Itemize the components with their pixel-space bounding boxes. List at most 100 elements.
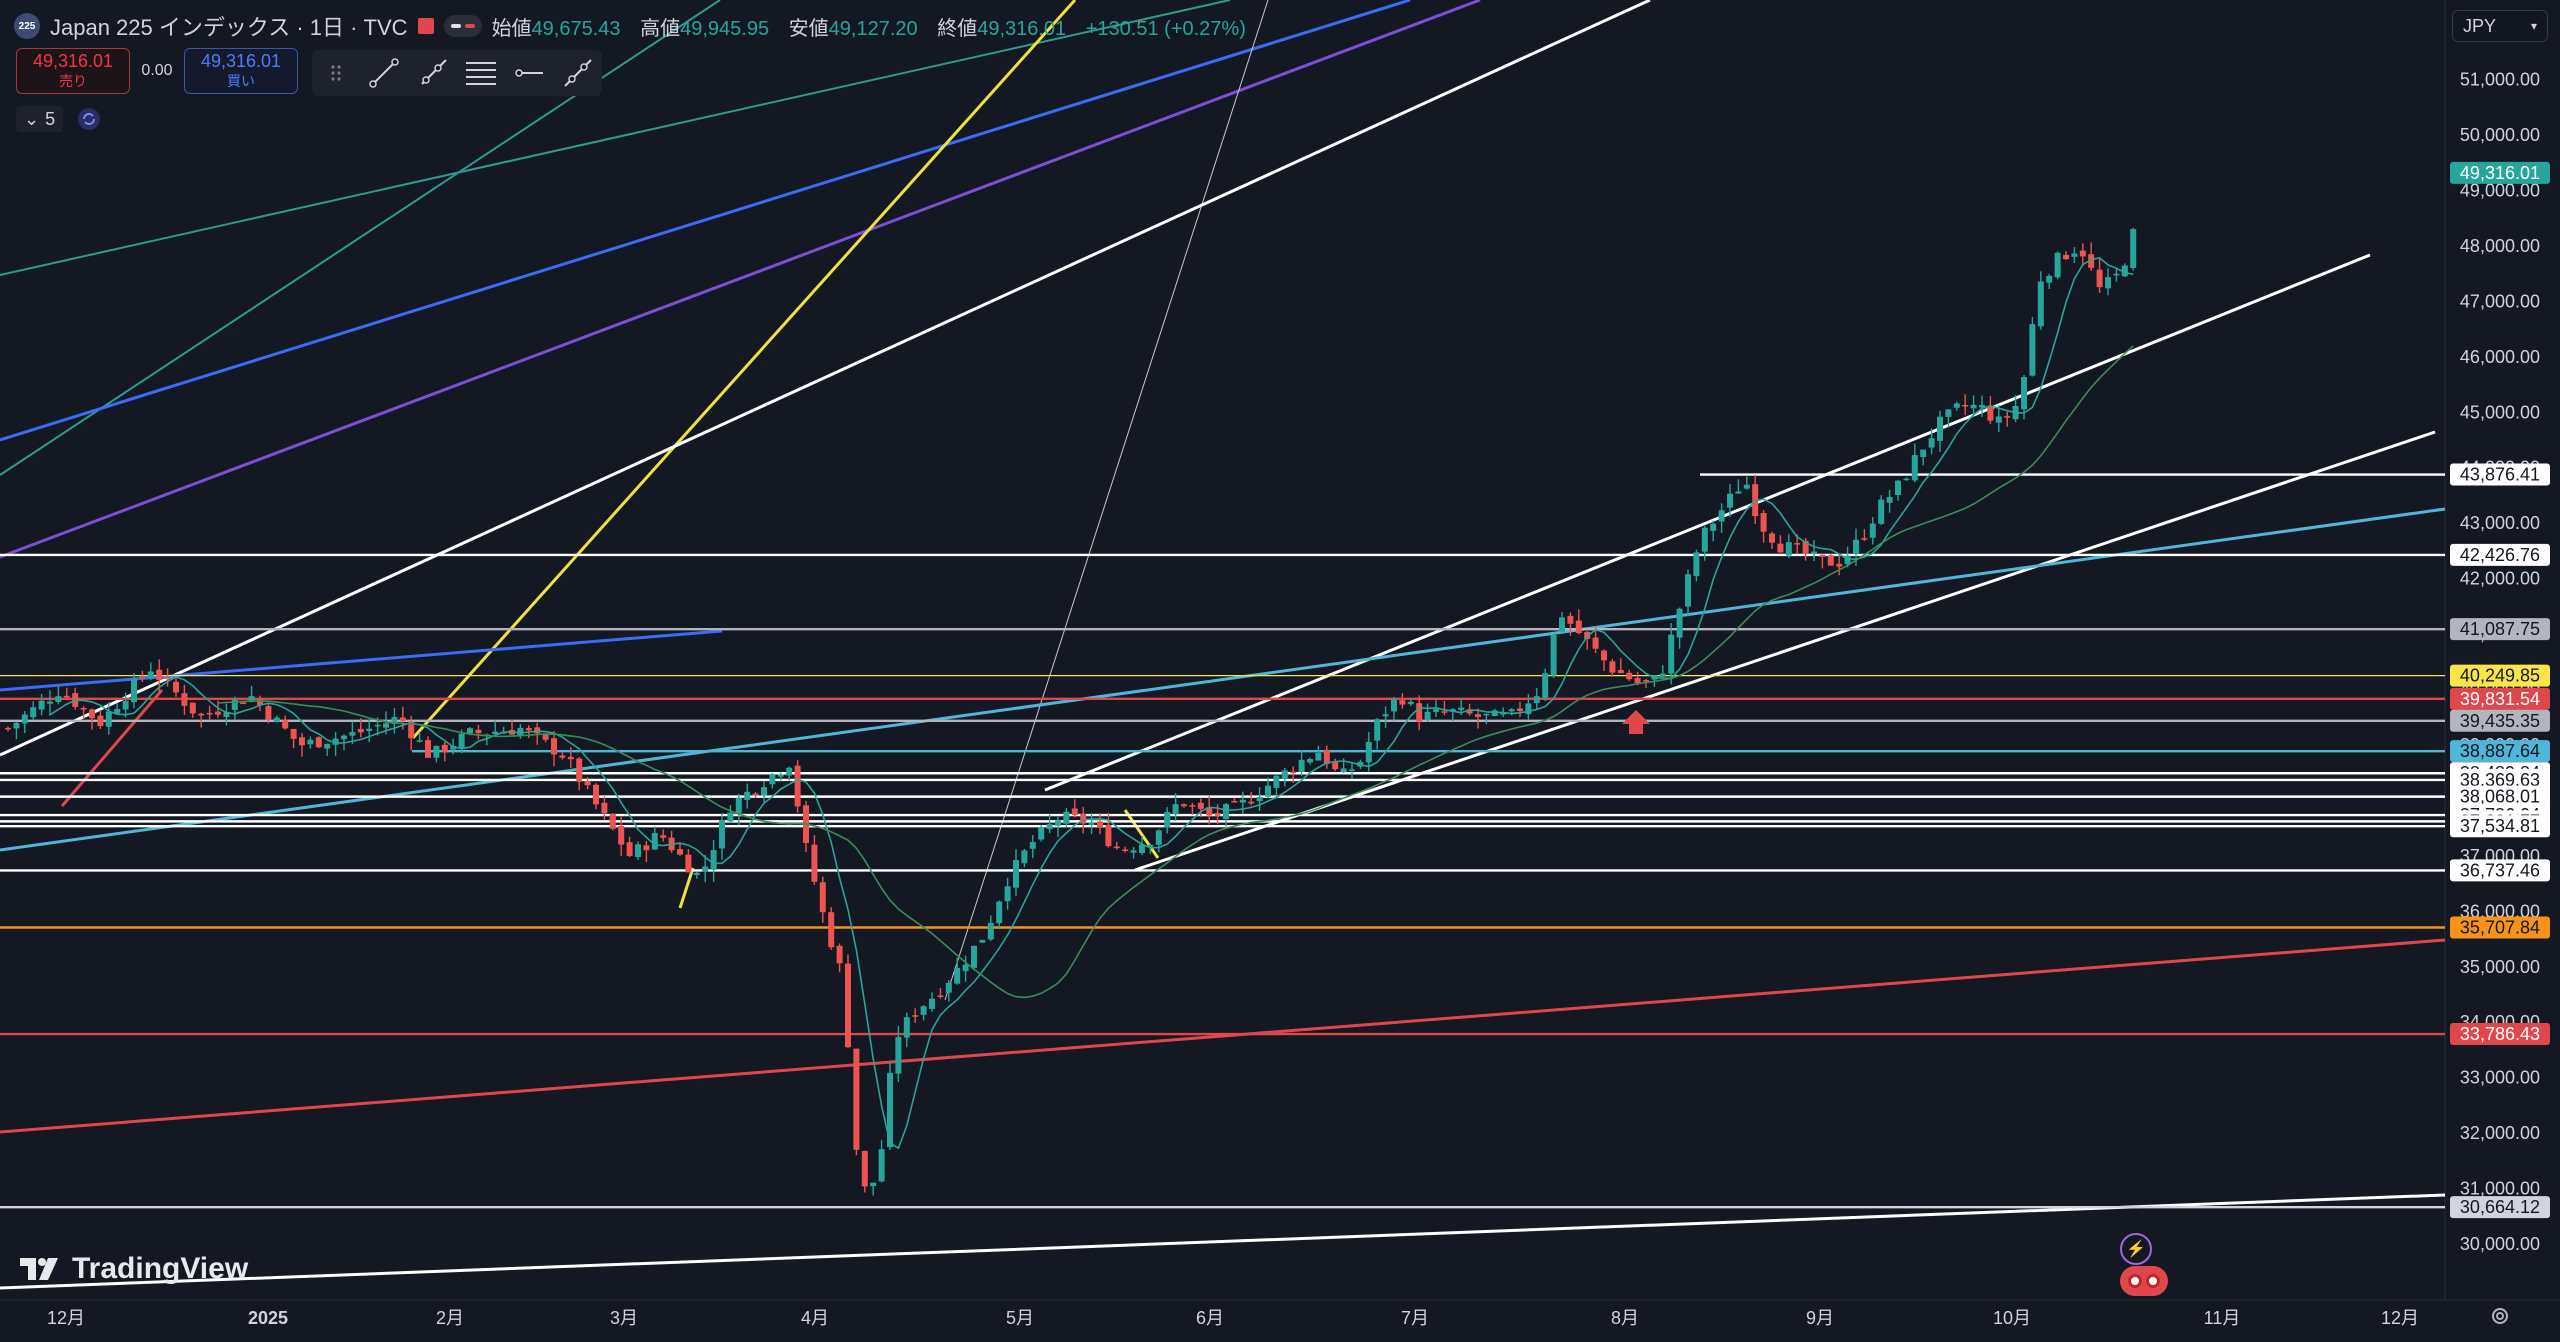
trendline[interactable] xyxy=(0,0,1411,442)
price-label-badge[interactable] xyxy=(2450,785,2550,808)
trendline[interactable] xyxy=(1134,430,2436,872)
candle xyxy=(1021,850,1028,864)
extended-line-icon[interactable] xyxy=(558,53,598,93)
candle xyxy=(425,740,431,758)
trendline[interactable] xyxy=(0,0,1651,757)
price-label-badge[interactable] xyxy=(2450,463,2550,486)
trendline[interactable] xyxy=(1044,253,2371,792)
candle xyxy=(727,812,734,822)
trend-line-icon[interactable] xyxy=(364,53,404,93)
gear-icon[interactable] xyxy=(2488,1304,2512,1328)
price-label-badge[interactable] xyxy=(2450,859,2550,882)
flag-icon[interactable] xyxy=(417,18,434,34)
trendline[interactable] xyxy=(944,0,1269,1001)
ray-icon[interactable] xyxy=(413,53,453,93)
candle xyxy=(231,699,238,710)
sell-button[interactable]: 49,316.01 売り xyxy=(16,48,130,94)
candle xyxy=(1206,807,1213,816)
lightning-icon[interactable]: ⚡ xyxy=(2120,1233,2152,1265)
trendline[interactable] xyxy=(0,507,2446,852)
candle xyxy=(131,678,137,703)
price-label-badge[interactable] xyxy=(2450,161,2550,184)
trendline[interactable] xyxy=(0,0,1231,276)
price-tick-label: 48,000.00 xyxy=(2460,236,2540,256)
trendline[interactable] xyxy=(0,0,1481,559)
candle xyxy=(139,676,146,678)
candle xyxy=(223,712,230,717)
candle xyxy=(1063,811,1070,824)
low-value: 49,127.20 xyxy=(828,17,918,40)
price-label-badge[interactable] xyxy=(2450,768,2550,791)
candle xyxy=(164,677,171,679)
candle xyxy=(1256,796,1263,802)
trendline[interactable] xyxy=(678,867,695,909)
trendline[interactable] xyxy=(60,689,164,807)
candle xyxy=(828,912,835,948)
candle xyxy=(114,708,121,714)
price-label-badge[interactable] xyxy=(2450,543,2550,566)
currency-selector[interactable]: JPY ▾ xyxy=(2452,10,2548,42)
price-label-badge[interactable] xyxy=(2450,709,2550,732)
price-label-badge[interactable] xyxy=(2450,815,2550,838)
indicators-toggle[interactable]: ⌄ 5 xyxy=(16,106,64,132)
price-label-badge[interactable] xyxy=(2450,687,2550,710)
candle xyxy=(1029,842,1036,849)
trendline[interactable] xyxy=(0,629,723,692)
candle xyxy=(971,945,977,968)
candle xyxy=(1105,825,1112,847)
price-label-badge[interactable] xyxy=(2450,664,2550,687)
candle xyxy=(945,982,952,993)
candle xyxy=(1760,513,1767,532)
price-label-badge[interactable] xyxy=(2450,1196,2550,1219)
price-label-badge[interactable] xyxy=(2450,916,2550,939)
candle xyxy=(147,671,154,679)
candle xyxy=(1895,480,1901,496)
trendline[interactable] xyxy=(411,0,1077,740)
horizontal-ray-icon[interactable] xyxy=(509,53,549,93)
fib-icon[interactable] xyxy=(461,53,501,93)
candle xyxy=(240,702,247,705)
trendline[interactable] xyxy=(0,1193,2446,1290)
candle xyxy=(2121,265,2128,277)
low-label: 安値 xyxy=(788,17,829,40)
candle xyxy=(954,967,961,984)
candle xyxy=(1617,669,1624,674)
price-label: 41,087.75 xyxy=(2460,619,2540,639)
ohlc-readout: 始値49,675.43 高値49,945.95 安値49,127.20 終値49… xyxy=(492,12,1260,41)
drag-handle-icon[interactable] xyxy=(316,53,356,93)
candle xyxy=(1542,673,1549,698)
trendline[interactable] xyxy=(0,938,2446,1134)
candle xyxy=(761,787,767,796)
price-label-badge[interactable] xyxy=(2450,618,2550,641)
candle xyxy=(811,844,818,882)
price-tick-label: 42,000.00 xyxy=(2460,569,2540,589)
candle xyxy=(80,708,87,710)
candle xyxy=(1349,769,1355,771)
candle xyxy=(1391,699,1397,712)
candle xyxy=(1937,416,1943,441)
candle xyxy=(1122,849,1129,851)
candle xyxy=(517,728,524,737)
candle xyxy=(1071,808,1078,816)
candle xyxy=(635,844,641,858)
visibility-toggle-icon[interactable] xyxy=(443,15,482,37)
price-label-badge[interactable] xyxy=(2450,740,2550,763)
tradingview-logo[interactable]: TradingView xyxy=(20,1252,248,1286)
sync-icon[interactable] xyxy=(77,107,101,131)
symbol-badge-icon: 225 xyxy=(14,13,40,39)
trendline[interactable] xyxy=(1123,809,1160,859)
symbol-title[interactable]: Japan 225 インデックス · 1日 · TVC xyxy=(50,15,408,40)
candle xyxy=(5,727,11,730)
candle xyxy=(1374,719,1381,741)
candle xyxy=(1634,678,1641,683)
price-tick-label: 49,000.00 xyxy=(2460,180,2540,200)
buy-button[interactable]: 49,316.01 買い xyxy=(184,48,298,94)
candle xyxy=(1995,416,2002,423)
candle xyxy=(1080,813,1087,824)
marker-arrow-icon[interactable] xyxy=(1622,710,1650,734)
candle xyxy=(13,722,20,729)
eyes-icon[interactable] xyxy=(2120,1266,2168,1296)
price-label-badge[interactable] xyxy=(2450,1023,2550,1046)
trade-panel: 49,316.01 売り 0.00 49,316.01 買い xyxy=(16,48,298,94)
